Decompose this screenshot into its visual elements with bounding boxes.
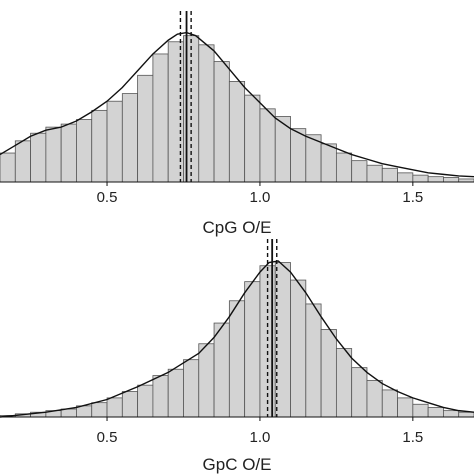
cpg-bar-5: [76, 119, 93, 183]
gpc-bar-23: [351, 367, 368, 418]
gpc-bar-24: [366, 379, 383, 418]
cpg-bar-1: [14, 140, 31, 183]
cpg-bar-2: [30, 132, 47, 183]
gpc-bar-11: [167, 368, 184, 418]
cpg-bar-9: [137, 74, 154, 183]
cpg-bar-0: [0, 152, 16, 183]
cpg-bar-22: [335, 152, 353, 183]
gpc-x-tick-label-1: 1.0: [250, 429, 271, 446]
gpc-density-line: [0, 260, 474, 418]
cpg-density-line: [0, 31, 474, 178]
gpc-bar-30: [458, 411, 474, 418]
gpc-bar-28: [427, 407, 444, 418]
gpc-bar-14: [213, 322, 230, 418]
gpc-x-tick-label-0: 0.5: [97, 429, 118, 446]
cpg-bar-15: [228, 81, 246, 183]
cpg-bar-25: [381, 167, 398, 183]
cpg-bar-27: [412, 174, 429, 183]
gpc-bar-25: [381, 389, 398, 418]
gpc-bar-16: [244, 281, 261, 418]
cpg-bar-19: [290, 128, 307, 183]
cpg-bar-29: [443, 177, 460, 183]
cpg-bar-6: [91, 109, 108, 183]
cpg-bar-26: [397, 172, 414, 183]
cpg-bar-13: [198, 44, 215, 183]
gpc-bar-18: [274, 262, 291, 418]
gpc-bar-20: [305, 303, 322, 418]
cpg-histogram-panel: 0.5 1.0 1.5 CpG O/E: [0, 11, 474, 237]
cpg-bar-7: [106, 100, 123, 183]
cpg-bar-28: [427, 176, 444, 183]
gpc-bar-12: [183, 359, 200, 418]
cpg-bar-8: [121, 93, 139, 183]
cpg-bar-16: [244, 94, 261, 183]
gpc-bar-19: [290, 279, 307, 418]
gpc-bar-8: [121, 391, 139, 418]
cpg-bar-3: [45, 126, 62, 183]
cpg-x-tick-label-0: 0.5: [97, 189, 118, 206]
gpc-bar-29: [443, 410, 460, 418]
cpg-bar-11: [167, 41, 184, 183]
gpc-histogram-panel: 0.5 1.0 1.5 GpC O/E: [0, 239, 474, 474]
gpc-bar-15: [228, 300, 246, 418]
gpc-bar-9: [137, 384, 154, 418]
gpc-bar-7: [106, 397, 123, 418]
gpc-bar-22: [335, 348, 353, 418]
gpc-x-tick-label-2: 1.5: [402, 429, 423, 446]
gpc-bar-21: [320, 329, 337, 418]
cpg-bar-24: [366, 164, 383, 183]
cpg-bar-23: [351, 160, 368, 183]
cpg-bar-4: [60, 123, 77, 183]
cpg-bar-14: [213, 61, 230, 183]
gpc-bar-13: [198, 343, 215, 418]
gpc-x-axis-label: GpC O/E: [203, 455, 272, 474]
cpg-x-tick-label-2: 1.5: [402, 189, 423, 206]
gpc-bar-27: [412, 403, 429, 418]
cpg-bar-10: [152, 53, 169, 183]
cpg-x-tick-label-1: 1.0: [250, 189, 271, 206]
gpc-bar-6: [91, 402, 108, 418]
gpc-bar-4: [60, 408, 77, 418]
cpg-x-axis-label: CpG O/E: [203, 218, 272, 237]
cpg-bar-21: [320, 143, 337, 183]
cpg-bar-17: [259, 108, 276, 183]
gpc-bar-26: [397, 397, 414, 418]
gpc-bar-10: [152, 375, 169, 418]
